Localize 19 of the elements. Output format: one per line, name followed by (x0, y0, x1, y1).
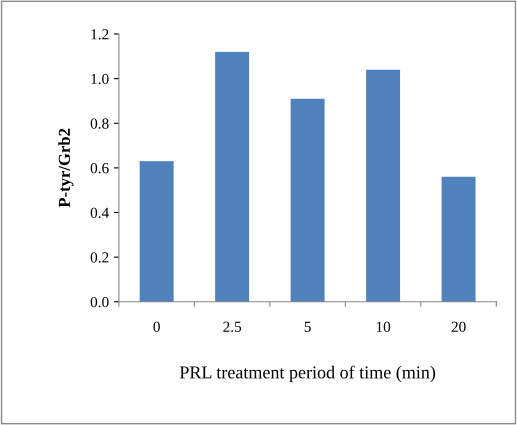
bar (140, 161, 174, 302)
bar (290, 98, 325, 302)
y-tick-label: 0.0 (90, 296, 109, 308)
x-tick-label: 5 (304, 322, 311, 332)
bar (442, 176, 476, 302)
y-axis-title: P-tyr/Grb2 (58, 128, 74, 208)
y-tick-label: 1.0 (91, 74, 109, 84)
y-tick-label: 0.2 (90, 252, 108, 263)
x-axis-title: PRL treatment period of time (min) (180, 366, 436, 382)
x-tick-label: 20 (452, 322, 466, 332)
bar (366, 70, 400, 302)
y-tick-label: 0.8 (90, 118, 109, 129)
y-tick-label: 1.2 (91, 29, 108, 40)
x-tick-label: 2.5 (223, 322, 242, 332)
y-tick-label: 0.6 (90, 163, 109, 174)
x-tick-label: 0 (153, 322, 160, 332)
bar (215, 52, 250, 302)
y-tick-label: 0.4 (90, 208, 109, 218)
x-tick-label: 10 (376, 322, 390, 332)
